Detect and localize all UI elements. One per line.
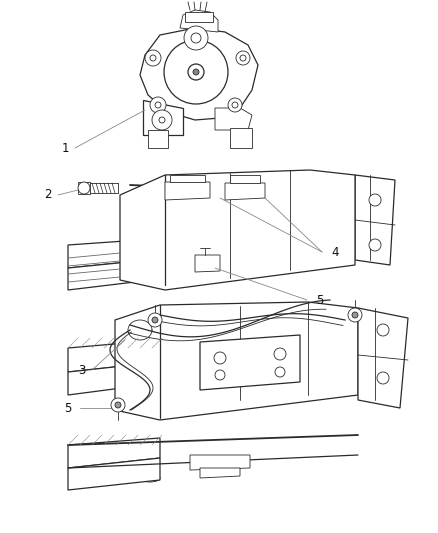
Text: 1: 1 bbox=[61, 141, 69, 155]
Text: 2: 2 bbox=[44, 189, 52, 201]
Circle shape bbox=[275, 367, 285, 377]
Polygon shape bbox=[78, 182, 90, 194]
Circle shape bbox=[377, 324, 389, 336]
Polygon shape bbox=[68, 340, 160, 372]
Circle shape bbox=[184, 26, 208, 50]
Circle shape bbox=[191, 33, 201, 43]
Polygon shape bbox=[358, 308, 408, 408]
Circle shape bbox=[111, 398, 125, 412]
Circle shape bbox=[348, 308, 362, 322]
Polygon shape bbox=[120, 170, 355, 290]
Polygon shape bbox=[230, 175, 260, 183]
Circle shape bbox=[377, 372, 389, 384]
Circle shape bbox=[193, 69, 199, 75]
Polygon shape bbox=[170, 175, 205, 182]
Polygon shape bbox=[165, 182, 210, 200]
Circle shape bbox=[232, 102, 238, 108]
Polygon shape bbox=[68, 438, 160, 468]
Circle shape bbox=[369, 194, 381, 206]
Circle shape bbox=[152, 110, 172, 130]
Polygon shape bbox=[225, 183, 265, 200]
Circle shape bbox=[78, 182, 90, 194]
Circle shape bbox=[159, 117, 165, 123]
Text: 5: 5 bbox=[64, 401, 72, 415]
Polygon shape bbox=[200, 335, 300, 390]
Circle shape bbox=[115, 402, 121, 408]
Polygon shape bbox=[68, 258, 168, 290]
Text: 5: 5 bbox=[316, 294, 324, 306]
Polygon shape bbox=[115, 302, 358, 420]
Circle shape bbox=[155, 102, 161, 108]
Polygon shape bbox=[68, 458, 160, 490]
Circle shape bbox=[214, 352, 226, 364]
Polygon shape bbox=[148, 130, 168, 148]
Polygon shape bbox=[68, 362, 160, 395]
Circle shape bbox=[150, 97, 166, 113]
Circle shape bbox=[150, 55, 156, 61]
Circle shape bbox=[369, 239, 381, 251]
Circle shape bbox=[228, 98, 242, 112]
Polygon shape bbox=[143, 100, 183, 135]
Circle shape bbox=[188, 64, 204, 80]
Polygon shape bbox=[215, 108, 252, 130]
Circle shape bbox=[352, 312, 358, 318]
Circle shape bbox=[148, 313, 162, 327]
Text: 3: 3 bbox=[78, 364, 86, 376]
Polygon shape bbox=[200, 468, 240, 478]
Polygon shape bbox=[230, 128, 252, 148]
Polygon shape bbox=[355, 175, 395, 265]
Polygon shape bbox=[190, 455, 250, 470]
Circle shape bbox=[274, 348, 286, 360]
Circle shape bbox=[215, 370, 225, 380]
Circle shape bbox=[164, 40, 228, 104]
Polygon shape bbox=[140, 28, 258, 120]
Ellipse shape bbox=[140, 474, 160, 482]
Ellipse shape bbox=[112, 381, 124, 389]
Polygon shape bbox=[185, 12, 213, 22]
Polygon shape bbox=[180, 10, 218, 32]
Ellipse shape bbox=[81, 274, 99, 282]
Circle shape bbox=[240, 55, 246, 61]
Circle shape bbox=[145, 50, 161, 66]
Circle shape bbox=[236, 51, 250, 65]
Text: 4: 4 bbox=[331, 246, 339, 259]
Polygon shape bbox=[68, 238, 168, 268]
Polygon shape bbox=[195, 255, 220, 272]
Circle shape bbox=[152, 317, 158, 323]
